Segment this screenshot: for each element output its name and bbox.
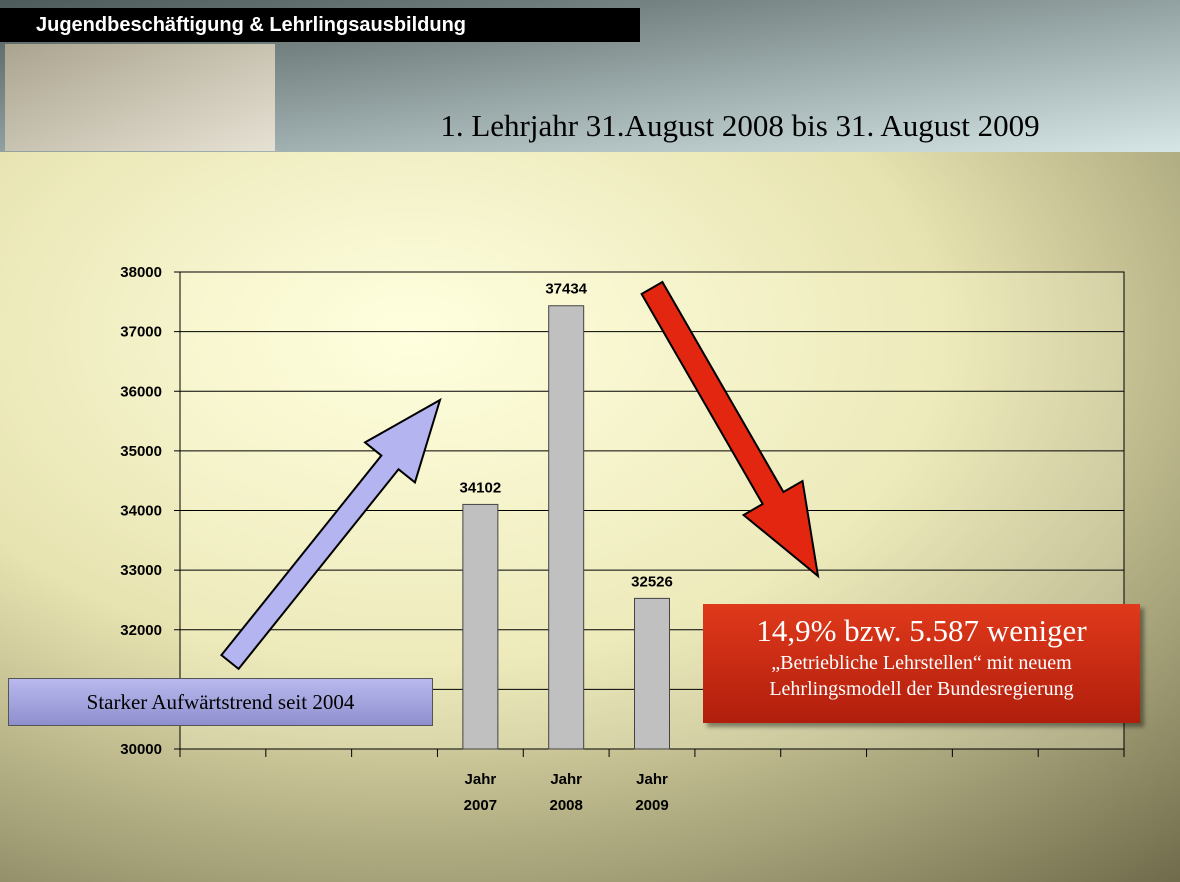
y-tick-label: 32000 bbox=[120, 622, 162, 639]
y-tick-label: 35000 bbox=[120, 443, 162, 460]
x-tick-label: Jahr 2009 bbox=[630, 767, 674, 819]
annotation: 14,9% bzw. 5.587 weniger bbox=[703, 612, 1140, 650]
slide-title: 1. Lehrjahr 31.August 2008 bis 31. Augus… bbox=[300, 108, 1180, 144]
y-tick-label: 34000 bbox=[120, 503, 162, 520]
y-tick-label: 38000 bbox=[120, 264, 162, 281]
x-tick-label: Jahr 2007 bbox=[458, 767, 502, 819]
value-label: 37434 bbox=[545, 281, 587, 298]
bar bbox=[549, 306, 584, 749]
y-tick-label: 36000 bbox=[120, 383, 162, 400]
annotation-box: 14,9% bzw. 5.587 weniger „Betriebliche L… bbox=[703, 604, 1140, 723]
value-label: 32526 bbox=[631, 573, 673, 590]
photos bbox=[5, 44, 275, 151]
bar bbox=[463, 504, 498, 749]
annotation: Lehrlingsmodell der Bundesregierung bbox=[703, 676, 1140, 702]
y-tick-label: 30000 bbox=[120, 741, 162, 758]
x-tick-label: Jahr 2008 bbox=[544, 767, 588, 819]
annotation: „Betriebliche Lehrstellen“ mit neuem bbox=[703, 650, 1140, 676]
header-title: Jugendbeschäftigung & Lehrlingsausbildun… bbox=[0, 8, 640, 42]
slide: 3000031000320003300034000350003600037000… bbox=[0, 0, 1180, 882]
value-label: 34102 bbox=[460, 479, 502, 496]
annotation-box: Starker Aufwärtstrend seit 2004 bbox=[8, 678, 433, 726]
y-tick-label: 37000 bbox=[120, 324, 162, 341]
bar bbox=[635, 598, 670, 749]
y-tick-label: 33000 bbox=[120, 562, 162, 579]
